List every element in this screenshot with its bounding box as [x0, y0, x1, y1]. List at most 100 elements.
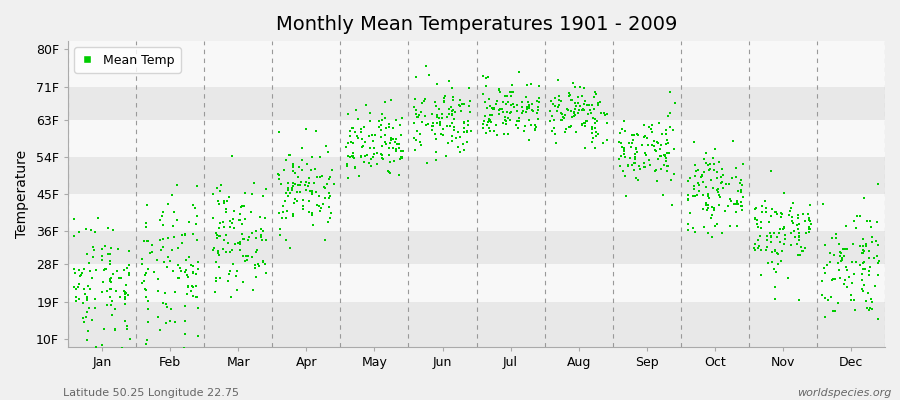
Point	[705, 204, 719, 211]
Point	[559, 126, 573, 132]
Point	[321, 195, 336, 201]
Point	[524, 121, 538, 128]
Point	[177, 302, 192, 309]
Point	[156, 236, 170, 242]
Point	[500, 101, 514, 107]
Point	[764, 249, 778, 256]
Point	[237, 203, 251, 209]
Point	[252, 263, 266, 269]
Point	[785, 214, 799, 220]
Point	[663, 123, 678, 130]
Point	[140, 294, 154, 300]
Point	[233, 210, 248, 217]
Point	[483, 103, 498, 109]
Point	[384, 135, 399, 141]
Point	[432, 106, 446, 112]
Point	[504, 93, 518, 99]
Point	[589, 128, 603, 135]
Point	[384, 137, 399, 144]
Point	[476, 125, 491, 131]
Point	[433, 118, 447, 125]
Point	[142, 250, 157, 256]
Point	[504, 109, 518, 116]
Point	[138, 271, 152, 278]
Point	[654, 142, 669, 149]
Point	[479, 75, 493, 82]
Point	[118, 294, 132, 300]
Point	[67, 233, 81, 239]
Point	[492, 87, 507, 93]
Point	[104, 302, 119, 308]
Point	[862, 268, 877, 274]
Point	[763, 233, 778, 239]
Point	[302, 180, 316, 186]
Point	[748, 216, 762, 222]
Point	[80, 295, 94, 301]
Point	[356, 124, 371, 131]
Point	[696, 179, 710, 185]
Point	[481, 74, 495, 80]
Point	[104, 275, 118, 281]
Point	[547, 95, 562, 101]
Point	[482, 96, 497, 102]
Bar	[68, 49, 885, 86]
Point	[72, 280, 86, 287]
Point	[441, 140, 455, 146]
Point	[660, 137, 674, 144]
Point	[638, 164, 652, 170]
Point	[160, 235, 175, 242]
Point	[588, 119, 602, 126]
Point	[91, 215, 105, 221]
Point	[706, 154, 720, 161]
Point	[715, 230, 729, 236]
Point	[139, 270, 153, 276]
Point	[409, 106, 423, 113]
Point	[688, 173, 702, 180]
Point	[118, 291, 132, 297]
Point	[185, 293, 200, 300]
Point	[591, 131, 606, 137]
Point	[456, 120, 471, 126]
Point	[856, 247, 870, 254]
Point	[785, 218, 799, 225]
Point	[235, 236, 249, 243]
Point	[821, 297, 835, 304]
Point	[139, 341, 153, 348]
Point	[843, 296, 858, 303]
Point	[748, 241, 762, 247]
Point	[648, 168, 662, 174]
Point	[220, 278, 235, 284]
Point	[857, 282, 871, 288]
Point	[76, 286, 91, 292]
Point	[764, 213, 778, 219]
Point	[706, 206, 721, 213]
Point	[341, 152, 356, 159]
Point	[774, 210, 788, 216]
Point	[518, 123, 533, 130]
Point	[688, 229, 702, 235]
Point	[688, 139, 702, 145]
Point	[777, 190, 791, 196]
Point	[231, 217, 246, 223]
Point	[697, 169, 711, 175]
Point	[211, 232, 225, 238]
Point	[786, 199, 800, 206]
Point	[584, 126, 598, 132]
Point	[281, 180, 295, 186]
Point	[454, 100, 469, 107]
Point	[386, 145, 400, 151]
Point	[702, 194, 716, 201]
Point	[316, 184, 330, 190]
Point	[120, 326, 134, 332]
Point	[364, 156, 378, 162]
Point	[316, 201, 330, 207]
Point	[140, 238, 154, 244]
Point	[581, 102, 596, 108]
Point	[815, 200, 830, 207]
Point	[789, 222, 804, 228]
Point	[140, 202, 155, 208]
Point	[802, 215, 816, 222]
Point	[436, 132, 451, 138]
Point	[358, 101, 373, 108]
Point	[99, 302, 113, 308]
